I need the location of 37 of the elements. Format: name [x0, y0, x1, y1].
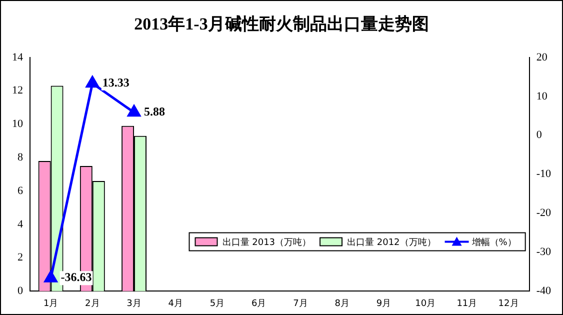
legend-label: 增幅（%）: [470, 237, 516, 248]
x-tick-label: 5月: [210, 298, 225, 309]
y-tick-label: 8: [18, 151, 24, 164]
x-tick-label: 8月: [334, 298, 350, 309]
y-tick-label: 0: [18, 285, 24, 298]
y2-tick-label: 10: [536, 90, 548, 102]
x-tick-label: 1月: [43, 298, 58, 309]
y2-tick-label: -30: [536, 246, 552, 258]
data-label: -36.63: [60, 270, 92, 284]
y-tick-label: 10: [12, 118, 24, 130]
y2-tick-label: -40: [536, 285, 552, 298]
x-tick-label: 3月: [126, 298, 142, 309]
data-label: 13.33: [102, 75, 130, 90]
point: [44, 270, 58, 282]
y2-tick-label: 0: [536, 129, 542, 142]
y-tick-label: 14: [12, 51, 24, 64]
legend-label: 出口量 2013（万吨）: [222, 237, 312, 248]
data-label: 5.88: [144, 104, 166, 119]
x-tick-label: 4月: [168, 298, 184, 309]
point: [128, 105, 140, 117]
y-tick-label: 4: [18, 218, 24, 230]
x-tick-label: 7月: [293, 298, 308, 309]
x-tick-label: 9月: [376, 298, 392, 309]
x-tick-label: 11月: [456, 298, 478, 309]
y2-tick-label: -10: [536, 168, 552, 180]
x-tick-label: 6月: [251, 298, 266, 309]
x-tick-label: 12月: [498, 298, 519, 309]
y2-tick-label: 20: [536, 51, 548, 64]
legend-label: 出口量 2012（万吨）: [347, 237, 436, 248]
point: [86, 76, 99, 88]
x-tick-label: 2月: [85, 298, 100, 309]
y-tick-label: 12: [12, 84, 23, 97]
y2-tick-label: -20: [536, 207, 552, 220]
chart-title: 2013年1-3月碱性耐火制品出口量走势图: [134, 14, 429, 34]
y-tick-label: 2: [18, 252, 23, 264]
y-tick-label: 6: [18, 184, 24, 197]
x-tick-label: 10月: [415, 298, 436, 309]
